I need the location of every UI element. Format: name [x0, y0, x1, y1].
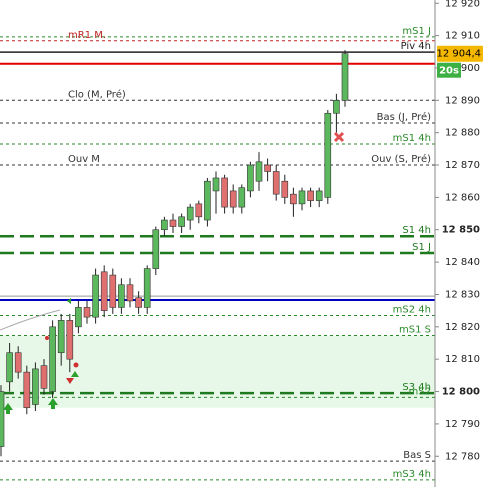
- last-price-label: 12 904,4: [436, 49, 481, 60]
- y-tick-label: 12 830: [445, 289, 480, 300]
- y-tick-label: 12 870: [445, 160, 480, 171]
- candle-body: [23, 371, 31, 409]
- candle-body: [49, 326, 56, 392]
- candle-body: [6, 352, 13, 383]
- buy-arrow: [3, 403, 13, 414]
- candle-body: [290, 193, 297, 205]
- signals: [3, 131, 345, 414]
- candle-body: [126, 284, 134, 302]
- y-tick-label: 12 840: [445, 257, 480, 268]
- y-tick-label: 12 890: [445, 95, 480, 106]
- candle-body: [152, 229, 160, 269]
- candle-body: [57, 320, 65, 354]
- candle-body: [109, 274, 117, 308]
- candle-body: [178, 216, 185, 227]
- candle-body: [195, 203, 203, 218]
- sell-arrow: [66, 378, 74, 384]
- candle-body: [229, 190, 237, 208]
- y-tick-label: 12 910: [445, 31, 480, 42]
- candle-body: [100, 271, 108, 311]
- level-label: mS2: [409, 386, 431, 397]
- candle-body: [143, 268, 151, 308]
- candle-body: [118, 284, 125, 308]
- level-label: S1 J: [412, 242, 431, 253]
- candles-layer: [0, 50, 349, 457]
- candle-body: [83, 307, 91, 318]
- y-tick-label: 12 820: [445, 322, 480, 333]
- candle-body: [135, 297, 142, 308]
- level-label: Clo (M, Pré): [68, 88, 126, 100]
- candle-body: [333, 100, 340, 114]
- y-tick-label: 12 790: [445, 419, 480, 430]
- level-label: Ouv M: [68, 154, 100, 165]
- candle-body: [32, 368, 39, 405]
- signal-dot: [45, 336, 49, 340]
- candle-body: [204, 180, 211, 221]
- marker: [67, 298, 71, 304]
- candle-body: [264, 164, 271, 172]
- candle-body: [66, 320, 74, 360]
- candle-body: [75, 307, 82, 328]
- candle-body: [272, 171, 280, 195]
- level-label: mS1 S: [399, 325, 431, 336]
- level-label: mS3 4h: [393, 469, 431, 480]
- candle-body: [341, 53, 349, 101]
- axis-layer: 12 920 12 910 12 900 12 890 12 880 12 870 12 8…: [435, 0, 483, 462]
- last-price-box: [437, 45, 483, 62]
- y-tick-label: 12 880: [445, 128, 480, 139]
- y-tick-label: 12 860: [445, 192, 480, 203]
- level-label: mR1 M.: [68, 30, 106, 41]
- buy-arrow: [48, 398, 58, 409]
- levels-layer: mS1 J mR1 M. Piv 4h Clo (M, Pré) Bas (J, Pré…: [0, 26, 435, 481]
- y-tick-label: 12 780: [445, 451, 480, 462]
- candle-body: [161, 219, 168, 231]
- candle-body: [40, 365, 48, 389]
- candle-body: [324, 112, 332, 198]
- timer-label: 20s: [439, 66, 459, 77]
- level-label: S1 4h: [402, 225, 431, 236]
- y-tick-label: 12 900: [445, 63, 480, 74]
- level-label: mS2 4h: [393, 304, 431, 315]
- candle-body: [238, 187, 246, 208]
- candle-body: [92, 274, 99, 318]
- candle-body: [255, 161, 263, 182]
- buy-arrow: [71, 371, 79, 377]
- y-tick-label: 12 800: [442, 387, 480, 398]
- candle-body: [315, 190, 323, 201]
- price-axis-bg: [435, 0, 483, 487]
- level-label: S3 4h: [402, 382, 431, 393]
- candle-body: [298, 190, 306, 205]
- candle-body: [0, 391, 5, 447]
- y-tick-label: 12 850: [442, 225, 480, 236]
- moving-average: [0, 309, 61, 331]
- cross-marker: [333, 131, 345, 143]
- candle-body: [221, 177, 228, 208]
- candle-body: [14, 352, 22, 373]
- candle-body: [186, 206, 194, 221]
- level-label: mS1 J: [402, 26, 431, 37]
- signal-dot: [73, 362, 79, 368]
- level-label: Bas S: [403, 450, 431, 461]
- level-label: Piv 4h: [401, 41, 431, 52]
- y-tick-label: 12 810: [445, 354, 480, 365]
- candle-body: [212, 177, 220, 192]
- timer-box: [437, 62, 461, 78]
- level-label: Ouv (S, Pré): [371, 153, 431, 165]
- candle-body: [307, 190, 314, 201]
- candle-body: [169, 219, 177, 227]
- candle-body: [281, 180, 289, 198]
- level-label: Bas (J, Pré): [377, 111, 431, 123]
- candle-body: [247, 164, 254, 192]
- level-label: mS1 4h: [393, 133, 431, 144]
- y-tick-label: 12 920: [445, 0, 480, 9]
